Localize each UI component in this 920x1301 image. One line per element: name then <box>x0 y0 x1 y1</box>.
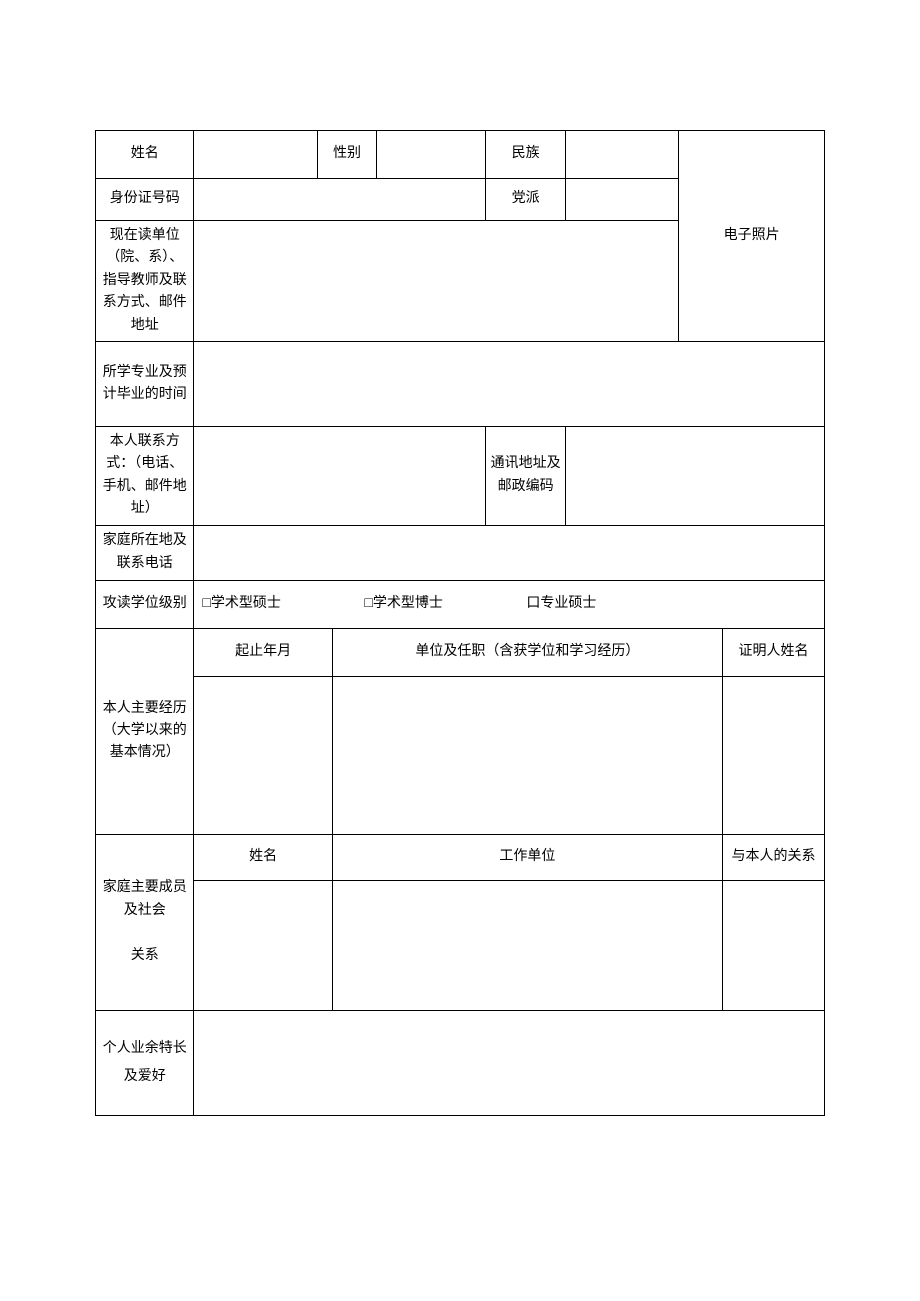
hobbies-table: 个人业余特长及爱好 <box>95 1011 825 1117</box>
field-exp-witness[interactable] <box>722 677 824 835</box>
family-table: 家庭主要成员及社会 关系 姓名 工作单位 与本人的关系 <box>95 835 825 1011</box>
label-family-location: 家庭所在地及联系电话 <box>96 525 194 580</box>
degree-option-academic-master[interactable]: □学术型硕士 <box>202 593 280 615</box>
field-gender[interactable] <box>376 131 485 179</box>
col-exp-witness: 证明人姓名 <box>722 629 824 677</box>
label-family-line2: 关系 <box>131 948 159 963</box>
col-fam-relation: 与本人的关系 <box>722 835 824 880</box>
label-address: 通讯地址及邮政编码 <box>485 426 565 525</box>
field-current-unit[interactable] <box>194 221 679 342</box>
field-contact[interactable] <box>194 426 486 525</box>
field-id-number[interactable] <box>194 179 486 221</box>
degree-option-academic-doctor[interactable]: □学术型博士 <box>364 593 442 615</box>
label-name: 姓名 <box>96 131 194 179</box>
label-family: 家庭主要成员及社会 关系 <box>96 835 194 1010</box>
field-major[interactable] <box>194 341 825 426</box>
col-exp-unit: 单位及任职（含获学位和学习经历） <box>332 629 722 677</box>
field-party[interactable] <box>566 179 679 221</box>
label-id-number: 身份证号码 <box>96 179 194 221</box>
field-degree-type[interactable]: □学术型硕士 □学术型博士 口专业硕士 <box>194 580 825 628</box>
label-ethnicity: 民族 <box>485 131 565 179</box>
field-address[interactable] <box>566 426 825 525</box>
field-family-location[interactable] <box>194 525 825 580</box>
field-exp-unit[interactable] <box>332 677 722 835</box>
col-fam-unit: 工作单位 <box>332 835 722 880</box>
field-hobbies[interactable] <box>194 1011 825 1116</box>
field-fam-relation[interactable] <box>722 880 824 1010</box>
label-gender: 性别 <box>318 131 376 179</box>
degree-option-professional-master[interactable]: 口专业硕士 <box>526 593 596 615</box>
label-hobbies: 个人业余特长及爱好 <box>96 1011 194 1116</box>
col-exp-period: 起止年月 <box>194 629 333 677</box>
label-experience: 本人主要经历（大学以来的基本情况） <box>96 629 194 835</box>
field-fam-name[interactable] <box>194 880 333 1010</box>
application-form-table: 姓名 性别 民族 电子照片 身份证号码 党派 现在读单位（院、系）、指导教师及联… <box>95 130 825 629</box>
photo-cell[interactable]: 电子照片 <box>679 131 825 342</box>
field-fam-unit[interactable] <box>332 880 722 1010</box>
field-exp-period[interactable] <box>194 677 333 835</box>
label-degree-type: 攻读学位级别 <box>96 580 194 628</box>
label-family-line1: 家庭主要成员及社会 <box>103 880 187 917</box>
label-party: 党派 <box>485 179 565 221</box>
field-ethnicity[interactable] <box>566 131 679 179</box>
label-contact: 本人联系方式：（电话、手机、邮件地址） <box>96 426 194 525</box>
field-name[interactable] <box>194 131 318 179</box>
label-current-unit: 现在读单位（院、系）、指导教师及联系方式、邮件地址 <box>96 221 194 342</box>
experience-table: 本人主要经历（大学以来的基本情况） 起止年月 单位及任职（含获学位和学习经历） … <box>95 629 825 836</box>
col-fam-name: 姓名 <box>194 835 333 880</box>
label-major: 所学专业及预计毕业的时间 <box>96 341 194 426</box>
